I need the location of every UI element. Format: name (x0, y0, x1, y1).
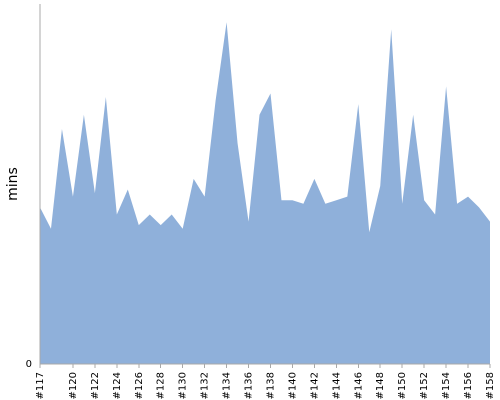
area-series (40, 22, 490, 365)
x-tick-label: #148 (375, 372, 386, 399)
x-tick-label: #146 (353, 372, 364, 399)
x-tick-label: #142 (309, 372, 320, 399)
x-tick-label: #134 (222, 372, 233, 399)
tick-marks (39, 364, 491, 368)
x-tick-label: #140 (287, 372, 298, 399)
plot-area (40, 22, 490, 365)
x-tick-label: #126 (134, 372, 145, 399)
x-tick-label: #150 (397, 372, 408, 399)
x-tick-label: #124 (112, 372, 123, 399)
x-tick-labels: #117 #120 #122 #124 #126 #128 #130 #132 #134 #136… (35, 372, 496, 399)
x-tick-label: #144 (331, 372, 342, 399)
x-tick-label: #136 (244, 372, 255, 399)
x-tick-label: #154 (441, 372, 452, 399)
y-tick-label-zero: 0 (26, 359, 32, 370)
x-tick-label: #132 (200, 372, 211, 399)
x-tick-label: #138 (265, 372, 276, 399)
x-tick-label: #120 (68, 372, 79, 399)
x-tick-label: #122 (90, 372, 101, 399)
x-tick-label: #156 (463, 372, 474, 399)
x-tick-label: #152 (419, 372, 430, 399)
x-tick-label: #158 (485, 372, 496, 399)
x-tick-label: #130 (178, 372, 189, 399)
x-tick-label: #128 (156, 372, 167, 399)
y-axis-label: mins (5, 167, 21, 201)
x-tick-label: #117 (35, 372, 46, 399)
